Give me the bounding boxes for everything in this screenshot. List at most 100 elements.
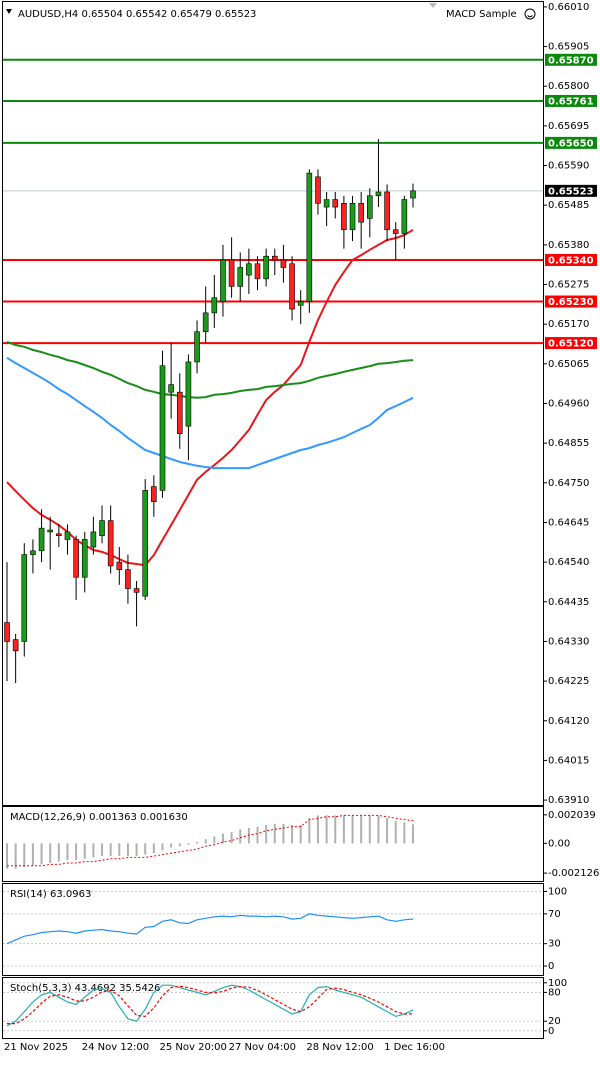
candle-body [151, 486, 157, 503]
y-tick-label: 100 [548, 978, 567, 989]
level-label-box [545, 136, 597, 149]
panel-title: Stoch(5,3,3) 43.4692 35.5426 [10, 983, 161, 994]
macd-bar [31, 843, 34, 866]
y-tick-label: 0.66010 [548, 2, 589, 13]
indicator-line [7, 985, 414, 1025]
expert-icon[interactable] [524, 8, 536, 20]
y-tick-label: 0.65590 [548, 161, 589, 172]
signal-line [7, 814, 414, 867]
y-tick-label: 0.64540 [548, 557, 589, 568]
y-tick-label: 0.64015 [548, 755, 589, 766]
candle-body [332, 199, 339, 208]
candle-body [297, 301, 304, 306]
candle-body [21, 554, 28, 642]
y-tick-label: 0.64855 [548, 438, 589, 449]
macd-bar [144, 843, 147, 855]
y-tick-label: 0.64225 [548, 676, 589, 687]
macd-bar [152, 843, 155, 854]
candle-body [38, 527, 45, 552]
macd-bar [377, 815, 380, 844]
macd-bar [239, 829, 242, 844]
y-tick-label: 80 [548, 987, 561, 998]
level-label-box [545, 337, 597, 350]
macd-bar [118, 843, 121, 856]
symbol-menu-arrow[interactable] [6, 9, 12, 14]
stoch-panel [2, 977, 544, 1039]
candle-body [367, 195, 373, 219]
macd-bar [351, 815, 354, 844]
macd-bar [101, 843, 104, 856]
level-label: 0.65650 [548, 138, 594, 149]
y-tick-label: 0 [548, 1026, 554, 1037]
candle-body [202, 312, 209, 333]
candle-body [211, 297, 218, 314]
macd-bar [66, 843, 69, 861]
macd-bar [14, 843, 17, 869]
candle-body [64, 531, 71, 540]
y-tick-label: 0.65800 [548, 81, 589, 92]
candle-body [185, 361, 192, 427]
x-tick-label: 27 Nov 04:00 [229, 1042, 296, 1053]
candle-body [73, 539, 79, 578]
x-tick-label: 1 Dec 16:00 [384, 1042, 445, 1053]
y-tick-label: 0.00 [548, 838, 570, 849]
candle-body [323, 199, 330, 208]
candle-body [280, 259, 287, 268]
candle-body [289, 263, 295, 310]
level-label: 0.65870 [548, 55, 594, 66]
candle-body [349, 203, 356, 231]
macd-bar [187, 843, 190, 845]
candle-body [194, 331, 200, 363]
y-tick-label: 70 [548, 909, 561, 920]
candle-body [125, 569, 131, 589]
expert-icon-mouth[interactable] [527, 15, 533, 18]
candle-body [341, 203, 347, 231]
macd-bar [204, 839, 207, 844]
x-tick-label: 24 Nov 12:00 [82, 1042, 149, 1053]
candle-body [306, 172, 313, 302]
expert-icon-face[interactable] [524, 8, 536, 20]
macd-bar [40, 843, 43, 865]
macd-bar [92, 843, 95, 858]
candle-body [142, 490, 149, 597]
panel-title: MACD(12,26,9) 0.001363 0.001630 [10, 812, 188, 823]
y-tick-label: 20 [548, 1016, 561, 1027]
indicator-line [6, 913, 414, 945]
macd-bar [325, 815, 328, 844]
level-label: 0.65230 [548, 297, 594, 308]
macd-bar [273, 823, 276, 844]
candle-body [358, 203, 364, 223]
macd-bar [135, 843, 138, 856]
macd-bar [247, 827, 250, 844]
macd-bar [161, 843, 164, 851]
macd-bar [403, 822, 406, 844]
candle-body [254, 263, 261, 280]
candle-body [392, 229, 399, 234]
shift-marker [429, 3, 437, 8]
candle-body [375, 191, 382, 197]
macd-panel [2, 806, 544, 882]
candle-body [47, 529, 53, 533]
macd-bar [334, 815, 337, 844]
y-tick-label: 0.65065 [548, 359, 589, 370]
chart-title: AUDUSD,H4 0.65504 0.65542 0.65479 0.6552… [18, 9, 256, 20]
macd-bar [342, 815, 345, 844]
candle-body [159, 365, 166, 491]
macd-bar [213, 836, 216, 844]
macd-bar [170, 843, 173, 848]
macd-bar [256, 826, 259, 844]
macd-bar [221, 833, 224, 844]
candle-body [30, 550, 36, 555]
y-tick-label: 0 [548, 961, 554, 972]
level-label: 0.65761 [548, 96, 594, 107]
macd-bar [178, 843, 181, 847]
candle-body [133, 588, 140, 593]
price-label: 0.65523 [548, 186, 594, 197]
y-tick-label: 0.002039 [548, 810, 596, 821]
y-tick-label: 0.64750 [548, 478, 589, 489]
macd-bar [83, 843, 86, 859]
candle-body [246, 263, 252, 276]
candle-body [12, 639, 19, 652]
y-tick-label: 0.63910 [548, 795, 589, 806]
